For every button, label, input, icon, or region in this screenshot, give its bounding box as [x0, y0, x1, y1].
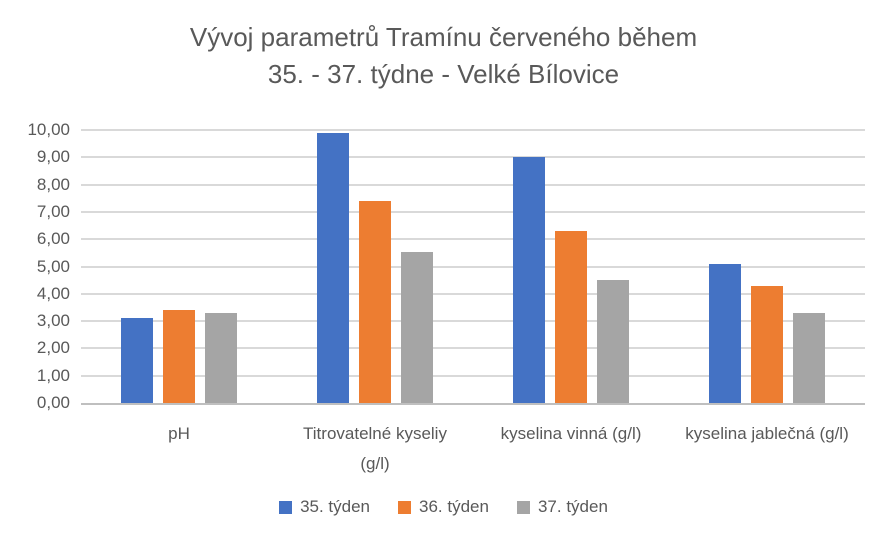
bar [709, 263, 741, 403]
chart-title-line-2: 35. - 37. týdne - Velké Bílovice [267, 59, 620, 89]
bar [401, 251, 433, 403]
gridline [81, 320, 865, 323]
x-category-label-text: kyselina jablečná (g/l) [685, 424, 849, 443]
bar-group [277, 130, 473, 403]
bar [513, 157, 545, 403]
y-tick-label: 3,00 [36, 311, 70, 331]
chart-title: Vývoj parametrů Tramínu červeného během … [0, 19, 887, 93]
bar-groups [81, 130, 865, 403]
gridline [81, 156, 865, 159]
x-axis-category-labels: pH Titrovatelné kyseliy (g/l) kyselina vin… [81, 419, 865, 479]
gridline [81, 292, 865, 295]
bar-group [81, 130, 277, 403]
legend-label: 36. týden [419, 497, 489, 516]
y-tick-label: 5,00 [36, 256, 70, 276]
y-tick-label: 1,00 [36, 365, 70, 385]
gridline [81, 129, 865, 131]
y-tick-label: 2,00 [36, 338, 70, 358]
legend-item: 37. týden [516, 497, 608, 517]
legend-item: 35. týden [279, 497, 370, 517]
x-category-label-text: Titrovatelné kyseliy (g/l) [303, 424, 447, 473]
legend-swatch [516, 500, 530, 514]
y-tick-label: 6,00 [36, 229, 70, 249]
legend-item: 36. týden [398, 497, 489, 517]
bar [793, 312, 825, 403]
y-tick-label: 4,00 [36, 283, 70, 303]
plot-area [81, 129, 865, 405]
chart-title-line-1: Vývoj parametrů Tramínu červeného během [189, 22, 698, 52]
x-category-label: pH [81, 419, 277, 479]
bar [555, 231, 587, 403]
y-tick-label: 8,00 [36, 174, 70, 194]
x-category-label: kyselina jablečná (g/l) [669, 419, 865, 479]
gridline [81, 210, 865, 213]
gridline [81, 265, 865, 268]
x-category-label-text: kyselina vinná (g/l) [500, 424, 642, 443]
gridline [81, 183, 865, 186]
x-category-label-text: pH [168, 424, 190, 443]
bar [205, 312, 237, 403]
legend-label: 35. týden [300, 497, 371, 516]
legend-label: 37. týden [537, 497, 608, 516]
gridline [81, 347, 865, 350]
y-tick-label: 0,00 [36, 393, 70, 412]
x-category-label: Titrovatelné kyseliy (g/l) [277, 419, 473, 479]
gridline [81, 374, 865, 377]
bar-group [669, 130, 865, 403]
legend-swatch [398, 500, 412, 514]
bar [359, 200, 391, 403]
legend-swatch [279, 500, 293, 514]
y-axis-tick-labels: 0,00 1,00 2,00 3,00 4,00 5,00 6,00 7,00 8,00 9,00… [0, 120, 70, 412]
x-category-label: kyselina vinná (g/l) [473, 419, 669, 479]
bar [751, 285, 783, 403]
bar-group [473, 130, 669, 403]
bar [121, 318, 153, 403]
bar [163, 310, 195, 403]
y-tick-label: 10,00 [27, 120, 70, 139]
gridline [81, 238, 865, 241]
bar [597, 280, 629, 403]
y-tick-label: 7,00 [36, 201, 70, 221]
bar [317, 132, 349, 403]
chart-legend: 35. týden 36. týden 37. týden [0, 497, 887, 517]
y-tick-label: 9,00 [36, 147, 70, 167]
